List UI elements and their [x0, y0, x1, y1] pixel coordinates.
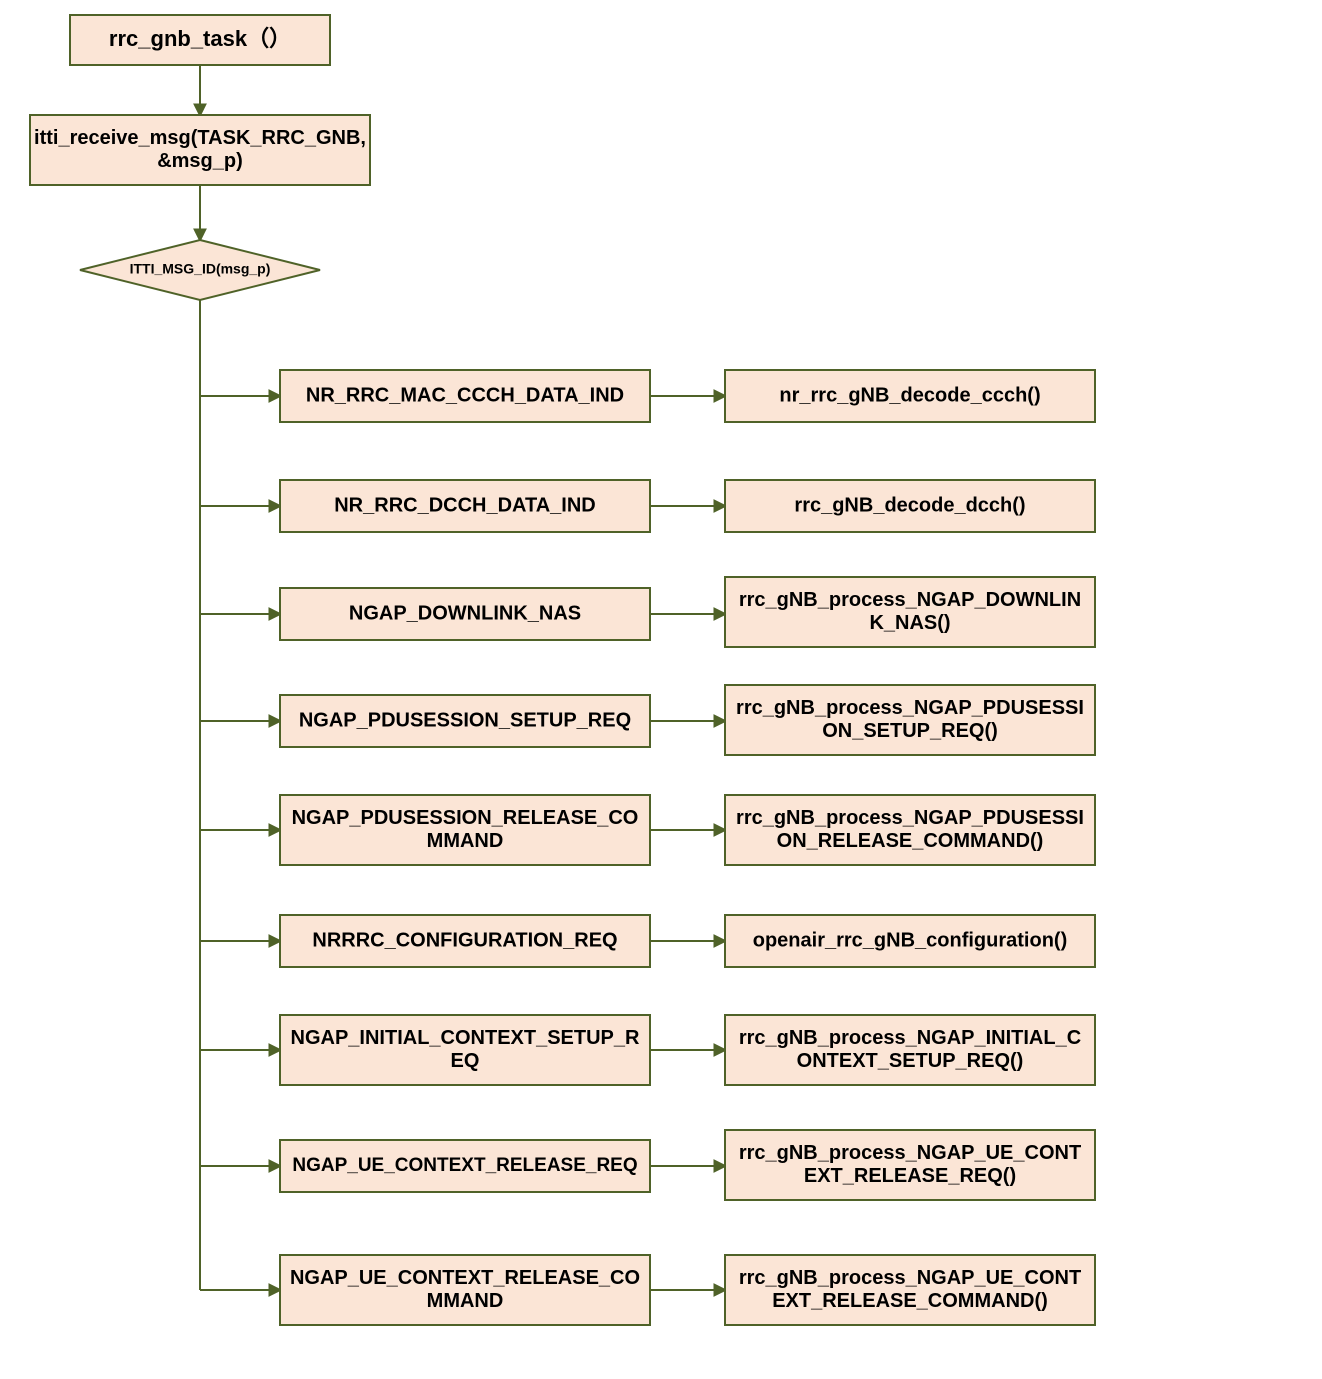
- node-label: EXT_RELEASE_REQ(): [804, 1165, 1016, 1187]
- flow-node-n1: rrc_gnb_task（）: [70, 15, 330, 65]
- flow-node-c1_l: NR_RRC_MAC_CCCH_DATA_IND: [280, 370, 650, 422]
- node-label: MMAND: [427, 830, 504, 852]
- flow-node-c7_r: rrc_gNB_process_NGAP_INITIAL_CONTEXT_SET…: [725, 1015, 1095, 1085]
- flow-node-c2_l: NR_RRC_DCCH_DATA_IND: [280, 480, 650, 532]
- node-label: rrc_gNB_decode_dcch(): [794, 494, 1025, 516]
- node-label: ONTEXT_SETUP_REQ(): [797, 1050, 1024, 1072]
- flow-node-c5_r: rrc_gNB_process_NGAP_PDUSESSION_RELEASE_…: [725, 795, 1095, 865]
- node-label: NGAP_UE_CONTEXT_RELEASE_CO: [290, 1267, 640, 1289]
- flow-node-c8_r: rrc_gNB_process_NGAP_UE_CONTEXT_RELEASE_…: [725, 1130, 1095, 1200]
- node-label: NGAP_INITIAL_CONTEXT_SETUP_R: [291, 1027, 641, 1049]
- node-label: ON_RELEASE_COMMAND(): [777, 830, 1044, 852]
- flow-node-c2_r: rrc_gNB_decode_dcch(): [725, 480, 1095, 532]
- node-label: openair_rrc_gNB_configuration(): [753, 929, 1067, 951]
- flow-node-c3_l: NGAP_DOWNLINK_NAS: [280, 588, 650, 640]
- node-label: NGAP_PDUSESSION_RELEASE_CO: [292, 807, 639, 829]
- node-label: rrc_gnb_task（）: [109, 26, 291, 51]
- flow-node-c1_r: nr_rrc_gNB_decode_ccch(): [725, 370, 1095, 422]
- node-label: &msg_p): [157, 150, 243, 172]
- node-label: NGAP_PDUSESSION_SETUP_REQ: [299, 709, 631, 731]
- node-label: MMAND: [427, 1290, 504, 1312]
- node-label: rrc_gNB_process_NGAP_PDUSESSI: [736, 807, 1084, 829]
- node-label: EXT_RELEASE_COMMAND(): [772, 1290, 1048, 1312]
- flow-node-c6_l: NRRRC_CONFIGURATION_REQ: [280, 915, 650, 967]
- flow-node-c9_r: rrc_gNB_process_NGAP_UE_CONTEXT_RELEASE_…: [725, 1255, 1095, 1325]
- node-label: NR_RRC_MAC_CCCH_DATA_IND: [306, 384, 624, 406]
- node-label: K_NAS(): [869, 612, 950, 634]
- flow-node-c8_l: NGAP_UE_CONTEXT_RELEASE_REQ: [280, 1140, 650, 1192]
- node-label: rrc_gNB_process_NGAP_UE_CONT: [739, 1142, 1081, 1164]
- flow-node-c9_l: NGAP_UE_CONTEXT_RELEASE_COMMAND: [280, 1255, 650, 1325]
- flow-node-c4_r: rrc_gNB_process_NGAP_PDUSESSION_SETUP_RE…: [725, 685, 1095, 755]
- node-label: rrc_gNB_process_NGAP_INITIAL_C: [739, 1027, 1081, 1049]
- flow-node-c4_l: NGAP_PDUSESSION_SETUP_REQ: [280, 695, 650, 747]
- node-label: NR_RRC_DCCH_DATA_IND: [334, 494, 596, 516]
- node-label: ITTI_MSG_ID(msg_p): [130, 261, 271, 277]
- flowchart: rrc_gnb_task（） itti_receive_msg(TASK_RRC_…: [0, 0, 1322, 1379]
- node-label: rrc_gNB_process_NGAP_PDUSESSI: [736, 697, 1084, 719]
- flow-node-c5_l: NGAP_PDUSESSION_RELEASE_COMMAND: [280, 795, 650, 865]
- flow-node-c7_l: NGAP_INITIAL_CONTEXT_SETUP_REQ: [280, 1015, 650, 1085]
- flow-node-n2: itti_receive_msg(TASK_RRC_GNB,&msg_p): [30, 115, 370, 185]
- node-label: itti_receive_msg(TASK_RRC_GNB,: [34, 127, 366, 149]
- node-label: NGAP_DOWNLINK_NAS: [349, 602, 581, 624]
- node-label: EQ: [451, 1050, 480, 1072]
- node-label: ON_SETUP_REQ(): [822, 720, 998, 742]
- node-label: rrc_gNB_process_NGAP_UE_CONT: [739, 1267, 1081, 1289]
- node-label: NRRRC_CONFIGURATION_REQ: [312, 929, 617, 951]
- flow-node-c3_r: rrc_gNB_process_NGAP_DOWNLINK_NAS(): [725, 577, 1095, 647]
- node-label: rrc_gNB_process_NGAP_DOWNLIN: [739, 589, 1081, 611]
- flow-node-c6_r: openair_rrc_gNB_configuration(): [725, 915, 1095, 967]
- node-label: nr_rrc_gNB_decode_ccch(): [779, 384, 1040, 406]
- flowchart-svg: rrc_gnb_task（） itti_receive_msg(TASK_RRC_…: [0, 0, 1322, 1379]
- node-label: NGAP_UE_CONTEXT_RELEASE_REQ: [292, 1155, 637, 1176]
- flow-node-n3: ITTI_MSG_ID(msg_p): [80, 240, 320, 300]
